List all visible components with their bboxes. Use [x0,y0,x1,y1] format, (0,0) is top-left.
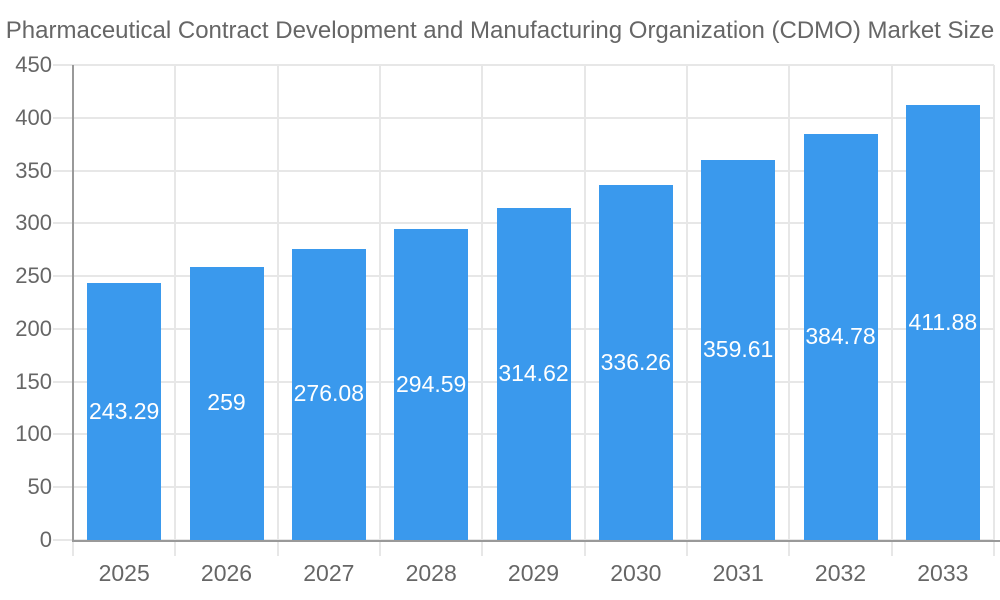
x-axis-tick-label: 2025 [98,560,150,586]
chart-title: Pharmaceutical Contract Development and … [5,17,995,44]
x-axis-tick-label: 2028 [405,560,457,586]
y-axis-tick-label: 300 [15,210,52,236]
x-gridline [276,65,279,556]
x-axis-tick-label: 2033 [917,560,969,586]
y-axis-tick-label: 50 [27,474,52,500]
x-axis-tick-label: 2031 [712,560,764,586]
bar-2031[interactable] [701,160,776,540]
y-axis-tick-label: 100 [15,421,52,447]
x-axis-tick-label: 2026 [200,560,253,586]
x-gridline [583,65,586,556]
y-axis-tick-label: 400 [15,104,52,130]
bar-2026[interactable] [189,266,264,540]
bar-value-label: 411.88 [908,308,978,335]
bar-value-label: 243.29 [88,397,160,424]
bar-value-label: 276.08 [293,380,364,407]
y-axis-tick-label: 0 [39,527,52,552]
x-axis-tick-label: 2032 [814,560,867,586]
x-gridline [379,65,381,556]
y-gridline [53,169,994,172]
bar-2030[interactable] [598,185,673,540]
y-axis-tick-label: 200 [15,315,52,341]
bar-2033[interactable] [905,105,980,540]
bar-2032[interactable] [803,133,878,540]
bar-2029[interactable] [496,207,571,540]
x-gridline [788,65,791,556]
x-axis-tick-label: 2029 [507,560,560,586]
bar-value-label: 314.62 [498,359,569,386]
bar-value-label: 359.61 [702,336,774,363]
bar-2028[interactable] [394,229,469,540]
y-axis-tick-label: 250 [15,263,52,289]
y-axis-tick-label: 350 [15,157,52,183]
bar-value-label: 294.59 [395,370,467,397]
x-gridline [174,65,177,556]
y-gridline [53,116,994,119]
x-gridline [890,65,893,556]
bar-value-label: 384.78 [805,322,876,349]
y-axis-line [72,65,74,540]
bar-2027[interactable] [291,248,366,540]
x-gridline [686,65,688,556]
y-axis-tick-label: 150 [15,368,52,394]
x-axis-line [72,540,1000,542]
y-gridline [53,64,994,66]
x-axis-tick-label: 2030 [610,560,662,586]
bar-2025[interactable] [87,283,162,540]
y-axis-tick-label: 450 [15,52,52,77]
bar-value-label: 336.26 [600,348,671,375]
x-gridline [481,65,484,556]
bar-value-label: 259 [207,389,246,416]
x-axis-tick-label: 2027 [303,560,355,586]
x-gridline [993,65,995,556]
